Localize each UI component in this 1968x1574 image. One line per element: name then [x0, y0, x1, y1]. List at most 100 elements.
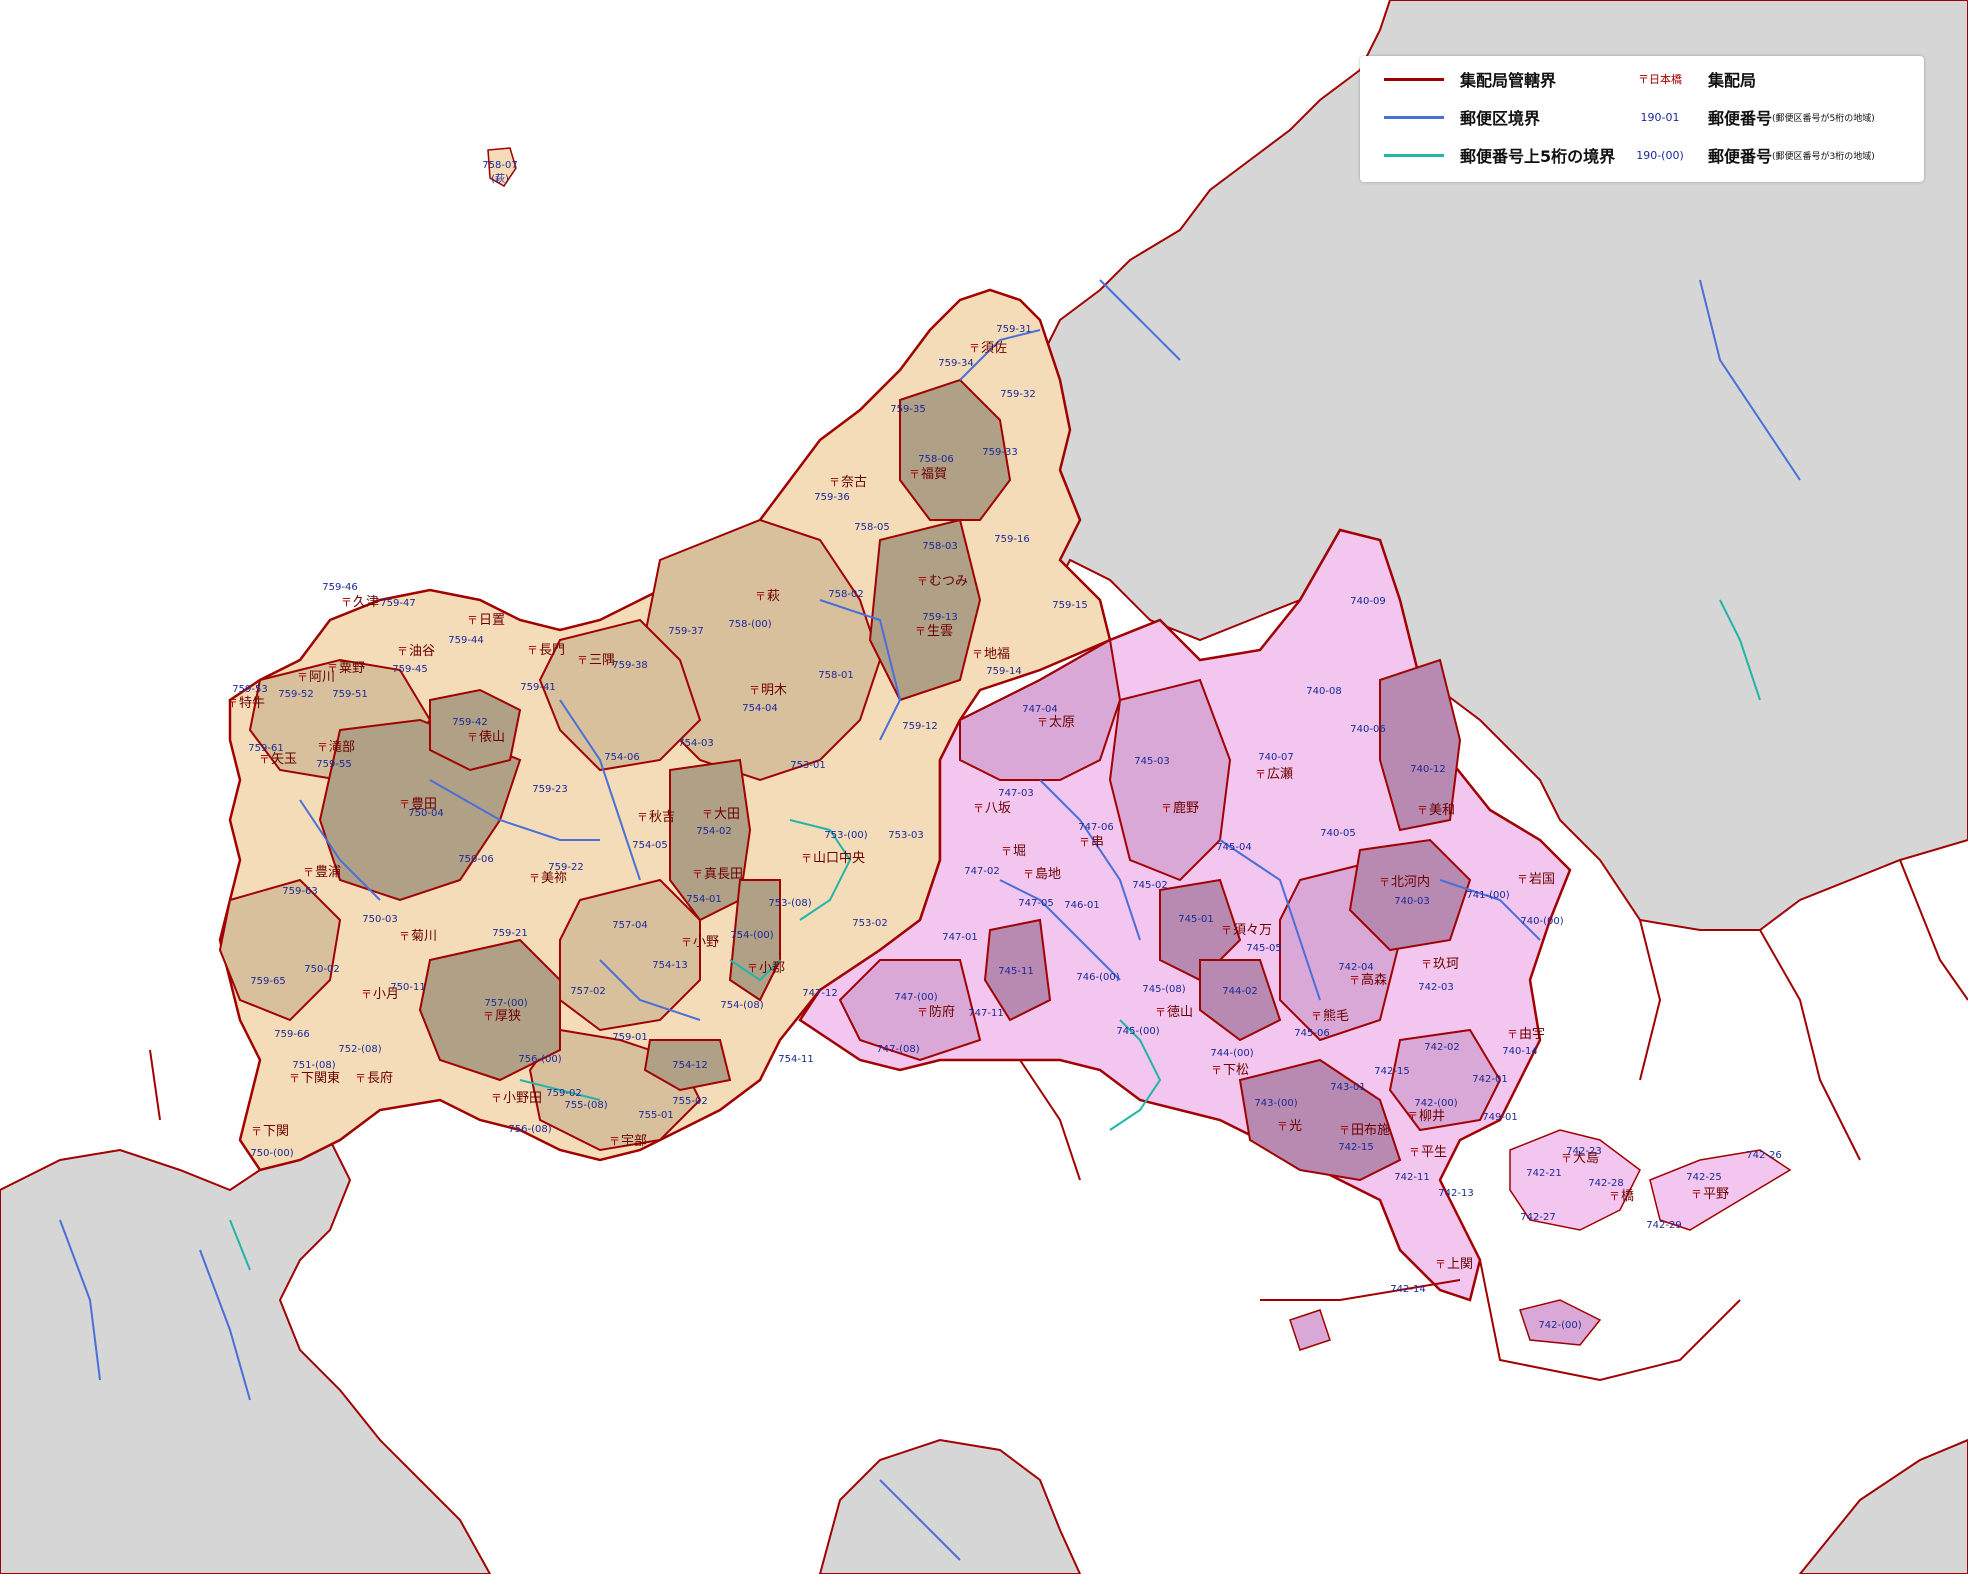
postal-code-label: 750-03 — [362, 914, 397, 925]
post-office-mark-icon: 〒 — [1691, 1188, 1702, 1201]
postal-code-label: 745-01 — [1178, 914, 1213, 925]
island-mishima — [487, 147, 517, 187]
post-office-mark-icon: 〒 — [289, 1072, 300, 1085]
post-office-mark-icon: 〒 — [1277, 1120, 1288, 1133]
post-office-mark-icon: 〒 — [1079, 836, 1090, 849]
post-office: 〒阿川 — [297, 670, 335, 685]
postal-code-label: 759-55 — [316, 759, 351, 770]
legend-row-code3: 190-(00) 郵便番号 (郵便区番号が3桁の地域) — [1624, 140, 1875, 170]
postal-code-label: 742-27 — [1520, 1212, 1555, 1223]
postal-code-label: 759-34 — [938, 358, 973, 369]
post-office-name: 小野田 — [503, 1091, 542, 1106]
postal-code-label: 740-09 — [1350, 596, 1385, 607]
postal-code-label: 746-01 — [1064, 900, 1099, 911]
post-office: 〒上関 — [1435, 1257, 1473, 1272]
postal-code-label: 740-03 — [1394, 896, 1429, 907]
postal-code-label: 750-06 — [458, 854, 493, 865]
postal-code-label: 740-05 — [1320, 828, 1355, 839]
postal-code-label: 752-(08) — [338, 1044, 381, 1055]
kanri-sea-boundaries — [149, 859, 1968, 1382]
region-east-mid-5 — [1388, 1028, 1502, 1132]
post-office-mark-icon: 〒 — [399, 798, 410, 811]
region-east-dark-4 — [983, 918, 1052, 1022]
yubinku-line-swatch — [1384, 115, 1444, 119]
postal-code-label: 742-03 — [1418, 982, 1453, 993]
post-office: 〒防府 — [917, 1004, 955, 1020]
post-office-mark-icon: 〒 — [467, 614, 478, 627]
post-office-name: 山口中央 — [813, 851, 865, 866]
post-office: 〒菊川 — [399, 929, 437, 944]
post-office-name: 阿川 — [309, 670, 335, 685]
postal-code-label: 746-(00) — [1076, 972, 1119, 983]
postal-code-label: 759-16 — [994, 534, 1029, 545]
island-oshima — [1509, 1129, 1641, 1231]
post-office-mark-icon: 〒 — [1609, 1190, 1620, 1203]
postal-code-label: 759-02 — [546, 1088, 581, 1099]
post-office-mark-icon: 〒 — [527, 644, 538, 657]
post-office-name: 粟野 — [339, 661, 365, 676]
post-office-mark-icon: 〒 — [1435, 1258, 1446, 1271]
postal-code-label: 753-(08) — [768, 898, 811, 909]
post-office-name: 宇部 — [621, 1134, 647, 1149]
post-office-name: 生雲 — [927, 624, 953, 639]
post-office-name: 下関 — [263, 1124, 289, 1139]
postal-code-label: 753-03 — [888, 830, 923, 841]
postal-code-label: 742-28 — [1588, 1178, 1623, 1189]
postal-code-label: 754-06 — [604, 752, 639, 763]
post-office: 〒平野 — [1691, 1187, 1729, 1202]
post-office-layer: 〒須佐〒 奈古〒 福賀〒 むつみ〒 生雲〒 萩〒 地福〒 明木〒 日置〒 長門〒 三隅〒 油谷〒 久津〒… — [227, 341, 1729, 1272]
postal-code-label: 753-(00) — [824, 830, 867, 841]
postal-code-label: 747-01 — [942, 932, 977, 943]
post-office: 〒美祢 — [529, 871, 567, 886]
postal-code-label: 742-25 — [1686, 1172, 1721, 1183]
post-office-name: 橋 — [1621, 1189, 1634, 1204]
postal-code-label: 742-23 — [1566, 1146, 1601, 1157]
5digit-boundaries — [229, 599, 1761, 1271]
post-office-name: 柳井 — [1419, 1109, 1445, 1124]
postal-code-label: 755-02 — [672, 1096, 707, 1107]
post-office: 〒福賀 — [909, 467, 947, 482]
legend-code3-note: (郵便区番号が3桁の地域) — [1772, 151, 1875, 162]
postal-code-label: 750-(00) — [250, 1148, 293, 1159]
post-office-name: 滝部 — [329, 740, 355, 755]
postal-code-label: 759-23 — [532, 784, 567, 795]
post-office-mark-icon: 〒 — [917, 575, 928, 588]
postal-code-label: 747-04 — [1022, 704, 1057, 715]
post-office: 〒熊毛 — [1311, 1008, 1349, 1024]
post-office: 〒広瀬 — [1255, 767, 1293, 782]
post-office-name: 岩国 — [1529, 872, 1555, 887]
post-office: 〒由宇 — [1507, 1027, 1545, 1042]
post-office-mark-icon: 〒 — [972, 648, 983, 661]
post-office: 〒鹿野 — [1161, 800, 1199, 816]
post-office-mark-icon: 〒 — [317, 741, 328, 754]
post-office-name: 大田 — [714, 807, 740, 822]
postal-code-label: 754-03 — [678, 738, 713, 749]
region-east-dark-1 — [1379, 658, 1462, 832]
postal-code-label: 759-53 — [232, 684, 267, 695]
region-west-dark-4 — [868, 518, 982, 702]
postal-code-label: 742-21 — [1526, 1168, 1561, 1179]
post-office: 〒柳井 — [1407, 1109, 1445, 1124]
yubinku-boundaries — [59, 279, 1801, 1561]
postal-code-label: 754-(08) — [720, 1000, 763, 1011]
postal-code-label: 759-66 — [274, 1029, 309, 1040]
region-east-mid-2 — [1108, 678, 1232, 882]
post-office-mark-icon: 〒 — [483, 1010, 494, 1023]
post-office-mark-icon: 〒 — [692, 868, 703, 881]
postal-code-label: 742-(00) — [1538, 1320, 1581, 1331]
postal-code-label: 759-14 — [986, 666, 1021, 677]
postal-code-label: 742-13 — [1438, 1188, 1473, 1199]
postal-code-label: 747-(08) — [876, 1044, 919, 1055]
postal-code-label: 742-14 — [1390, 1284, 1425, 1295]
post-office-mark-icon: 〒 — [467, 731, 478, 744]
post-office: 〒田布施 — [1339, 1123, 1390, 1138]
legend-code3-label: 郵便番号 — [1708, 147, 1773, 166]
post-office-mark-icon: 〒 — [297, 671, 308, 684]
post-office-name: 下関東 — [301, 1070, 340, 1086]
post-office-name: 福賀 — [921, 467, 947, 482]
post-office-name: 北河内 — [1391, 874, 1430, 890]
post-office: 〒豊田 — [399, 797, 437, 812]
post-office-mark-icon: 〒 — [399, 930, 410, 943]
postal-code-label: 759-36 — [814, 492, 849, 503]
postal-code-label: 759-51 — [332, 689, 367, 700]
